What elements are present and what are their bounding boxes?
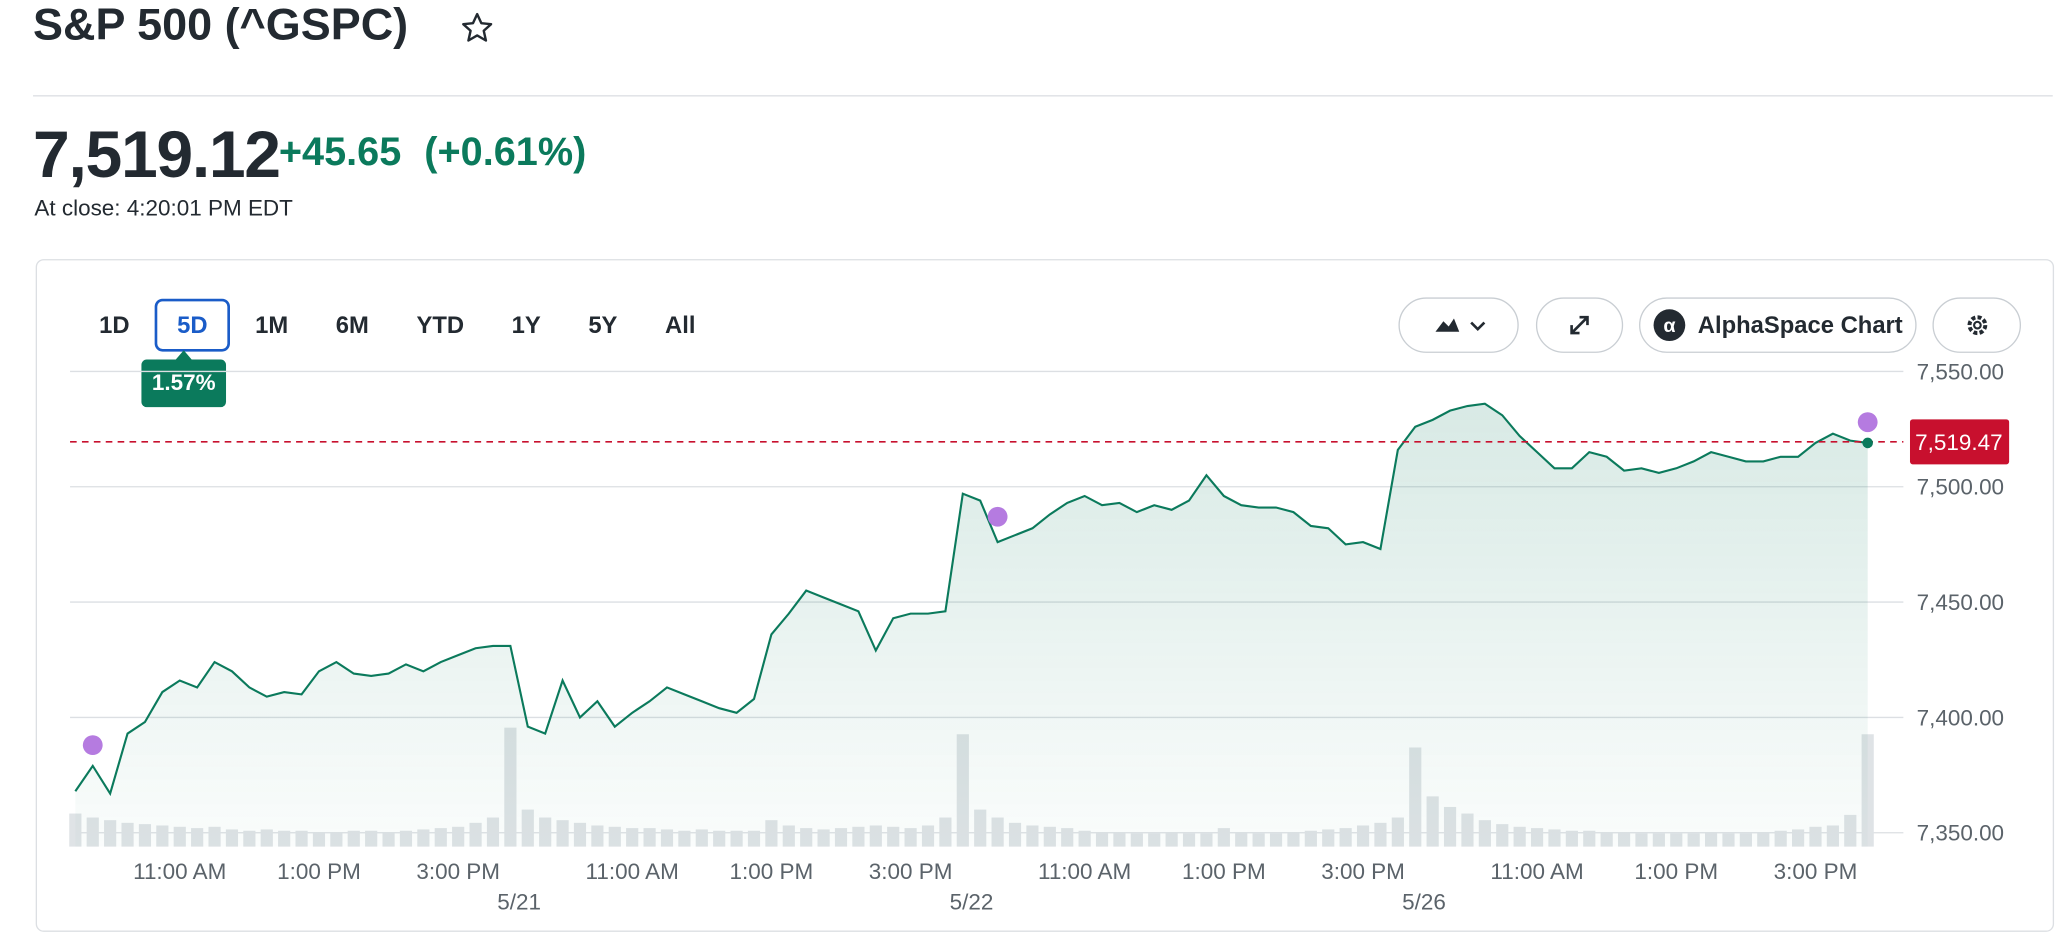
range-selector: 1D 5D 1M 6M YTD 1Y 5Y All bbox=[77, 298, 721, 352]
range-button[interactable]: All bbox=[665, 311, 696, 339]
range-button[interactable]: 1Y bbox=[511, 311, 541, 339]
range-button[interactable]: 5Y bbox=[588, 311, 618, 339]
range-button[interactable]: YTD bbox=[416, 311, 465, 339]
range-button[interactable]: 6M bbox=[335, 311, 369, 339]
chart-type-icon bbox=[1434, 318, 1485, 332]
chart-type-button[interactable] bbox=[1398, 297, 1519, 353]
event-marker bbox=[987, 506, 1008, 527]
settings-icon bbox=[1966, 315, 1987, 336]
x-tick-label: 11:00 AM bbox=[1038, 859, 1131, 884]
alphaspace-icon: α bbox=[1654, 309, 1686, 342]
svg-text:α: α bbox=[1664, 315, 1676, 337]
range-button[interactable]: 1M bbox=[255, 311, 289, 339]
x-tick-label: 11:00 AM bbox=[1490, 859, 1583, 884]
chart-card bbox=[35, 259, 2055, 932]
reference-label-box bbox=[1909, 419, 2010, 465]
price-area bbox=[75, 403, 1868, 847]
date-tick-label: 5/21 bbox=[497, 889, 541, 914]
x-tick-label: 3:00 PM bbox=[1321, 859, 1405, 884]
settings-button[interactable] bbox=[1932, 297, 2022, 353]
range-button[interactable]: 5D bbox=[154, 298, 231, 352]
range-change-badge: 1.57% bbox=[141, 350, 227, 408]
reference-label: 7,519.47 bbox=[1915, 430, 2002, 455]
y-tick-label: 7,400.00 bbox=[1917, 705, 2004, 730]
last-point bbox=[1862, 437, 1873, 449]
y-tick-label: 7,450.00 bbox=[1917, 590, 2004, 615]
event-marker bbox=[1857, 412, 1878, 433]
date-tick-label: 5/26 bbox=[1402, 889, 1446, 914]
x-tick-label: 3:00 PM bbox=[869, 859, 953, 884]
watchlist-star[interactable] bbox=[460, 11, 494, 45]
x-tick-label: 11:00 AM bbox=[133, 859, 226, 884]
x-tick-label: 3:00 PM bbox=[416, 859, 500, 884]
percent-change: (+0.61%) bbox=[424, 130, 587, 175]
x-tick-label: 1:00 PM bbox=[730, 859, 814, 884]
event-marker bbox=[82, 735, 103, 756]
expand-button[interactable] bbox=[1535, 297, 1624, 353]
y-tick-label: 7,550.00 bbox=[1917, 359, 2004, 384]
divider bbox=[33, 95, 2053, 97]
x-tick-label: 11:00 AM bbox=[586, 859, 679, 884]
price-line bbox=[74, 402, 1868, 797]
expand-icon bbox=[1570, 315, 1589, 335]
alphaspace-label: AlphaSpace Chart bbox=[1697, 311, 1903, 338]
title: S&P 500 (^GSPC) bbox=[33, 0, 409, 51]
y-tick-label: 7,350.00 bbox=[1917, 821, 2004, 846]
price: 7,519.12 bbox=[33, 117, 281, 192]
market-status: At close: 4:20:01 PM EDT bbox=[34, 195, 293, 221]
range-button[interactable]: 1D bbox=[99, 311, 130, 339]
alphaspace-button[interactable]: α AlphaSpace Chart bbox=[1639, 297, 1917, 353]
y-tick-label: 7,500.00 bbox=[1917, 475, 2004, 500]
x-tick-label: 1:00 PM bbox=[1634, 859, 1718, 884]
x-tick-label: 3:00 PM bbox=[1774, 859, 1858, 884]
x-tick-label: 1:00 PM bbox=[277, 859, 361, 884]
date-tick-label: 5/22 bbox=[950, 889, 994, 914]
x-tick-label: 1:00 PM bbox=[1182, 859, 1266, 884]
price-change: +45.65 bbox=[278, 130, 402, 175]
